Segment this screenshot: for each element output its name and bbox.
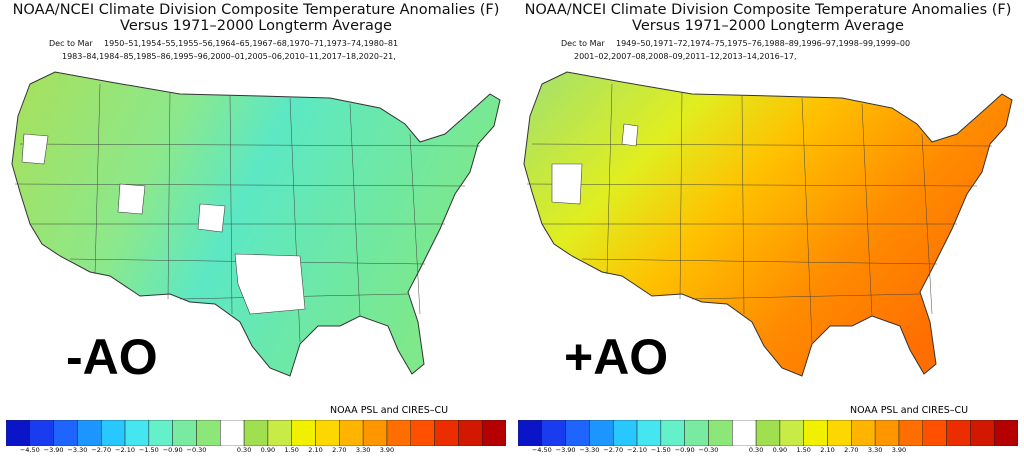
color-swatch bbox=[386, 420, 412, 446]
color-swatch bbox=[518, 420, 543, 446]
color-scale-bar bbox=[518, 420, 1018, 446]
color-swatch bbox=[267, 420, 292, 446]
color-swatch bbox=[708, 420, 733, 446]
color-swatch bbox=[541, 420, 566, 446]
map-subtitle: Versus 1971–2000 Longterm Average bbox=[632, 18, 904, 34]
map-title: NOAA/NCEI Climate Division Composite Tem… bbox=[12, 2, 500, 18]
color-swatch bbox=[291, 420, 316, 446]
color-swatch bbox=[851, 420, 876, 446]
years-line-1: 1949–50,1971–72,1974–75,1975–76,1988–89,… bbox=[616, 39, 911, 48]
tick-label: 0.30 bbox=[748, 446, 764, 454]
color-swatch bbox=[100, 420, 126, 446]
tick-label: 0.90 bbox=[772, 446, 788, 454]
color-swatch bbox=[362, 420, 388, 446]
tick-label: −2.70 bbox=[91, 446, 112, 454]
tick-label: −0.90 bbox=[674, 446, 695, 454]
color-scale-ticks: −4.50 −3.90 −3.30 −2.70 −2.10 −1.50 −0.90 −0.30… bbox=[0, 446, 512, 458]
color-swatch bbox=[732, 420, 757, 446]
color-swatch bbox=[946, 420, 971, 446]
panel-positive-ao: NOAA/NCEI Climate Division Composite Tem… bbox=[512, 0, 1024, 459]
color-swatch bbox=[684, 420, 709, 446]
color-scale-ticks: −4.50 −3.90 −3.30 −2.70 −2.10 −1.50 −0.90 −0.30… bbox=[512, 446, 1024, 458]
color-swatch bbox=[565, 420, 590, 446]
tick-label: −2.10 bbox=[627, 446, 648, 454]
tick-label: 2.70 bbox=[844, 446, 859, 454]
color-swatch bbox=[612, 420, 638, 446]
us-anomaly-map bbox=[11, 71, 501, 377]
color-swatch bbox=[148, 420, 173, 446]
color-swatch bbox=[993, 420, 1018, 446]
color-swatch bbox=[898, 420, 924, 446]
color-swatch bbox=[339, 420, 364, 446]
map-title: NOAA/NCEI Climate Division Composite Tem… bbox=[524, 2, 1012, 18]
color-swatch bbox=[172, 420, 197, 446]
tick-label: 0.30 bbox=[236, 446, 252, 454]
season-label: Dec to Mar bbox=[561, 39, 605, 48]
color-swatch bbox=[779, 420, 804, 446]
tick-label: 2.70 bbox=[332, 446, 347, 454]
color-swatch bbox=[29, 420, 54, 446]
years-line-2: 1983–84,1984–85,1985–86,1995–96,2000–01,… bbox=[62, 52, 396, 61]
tick-label: 2.10 bbox=[308, 446, 323, 454]
tick-label: −0.30 bbox=[698, 446, 719, 454]
ao-phase-label: -AO bbox=[66, 329, 158, 385]
tick-label: 3.30 bbox=[867, 446, 883, 454]
color-swatch bbox=[53, 420, 78, 446]
map-subtitle: Versus 1971–2000 Longterm Average bbox=[120, 18, 392, 34]
color-swatch bbox=[434, 420, 459, 446]
color-swatch bbox=[589, 420, 614, 446]
tick-label: 1.50 bbox=[284, 446, 299, 454]
ao-phase-label: +AO bbox=[564, 329, 669, 385]
tick-label: 0.90 bbox=[260, 446, 276, 454]
season-label: Dec to Mar bbox=[49, 39, 93, 48]
panel-negative-ao: NOAA/NCEI Climate Division Composite Tem… bbox=[0, 2, 512, 458]
tick-label: −3.90 bbox=[43, 446, 64, 454]
color-swatch bbox=[922, 420, 947, 446]
tick-label: −0.30 bbox=[186, 446, 207, 454]
us-anomaly-map bbox=[523, 71, 1013, 377]
color-swatch bbox=[243, 420, 269, 446]
years-line-2: 2001–02,2007–08,2008–09,2011–12,2013–14,… bbox=[574, 52, 797, 61]
color-swatch bbox=[970, 420, 995, 446]
tick-label: −4.50 bbox=[531, 446, 552, 454]
tick-label: 3.90 bbox=[379, 446, 395, 454]
color-swatch bbox=[481, 420, 506, 446]
color-swatch bbox=[803, 420, 828, 446]
tick-label: −2.10 bbox=[115, 446, 136, 454]
color-swatch bbox=[410, 420, 435, 446]
color-swatch bbox=[315, 420, 340, 446]
tick-label: −1.50 bbox=[650, 446, 671, 454]
color-swatch bbox=[458, 420, 483, 446]
color-swatch bbox=[220, 420, 245, 446]
color-swatch bbox=[124, 420, 150, 446]
years-line-1: 1950–51,1954–55,1955–56,1964–65,1967–68,… bbox=[104, 39, 399, 48]
tick-label: −3.90 bbox=[555, 446, 576, 454]
tick-label: 1.50 bbox=[796, 446, 811, 454]
color-swatch bbox=[6, 420, 31, 446]
credit-text: NOAA PSL and CIRES–CU bbox=[330, 405, 449, 416]
color-swatch bbox=[827, 420, 852, 446]
tick-label: −3.30 bbox=[579, 446, 600, 454]
tick-label: −2.70 bbox=[603, 446, 624, 454]
tick-label: 3.90 bbox=[891, 446, 907, 454]
tick-label: −0.90 bbox=[162, 446, 183, 454]
tick-label: −3.30 bbox=[67, 446, 88, 454]
credit-text: NOAA PSL and CIRES–CU bbox=[850, 405, 969, 416]
color-swatch bbox=[196, 420, 221, 446]
color-swatch bbox=[636, 420, 662, 446]
color-scale-bar bbox=[6, 420, 506, 446]
tick-label: 2.10 bbox=[820, 446, 835, 454]
tick-label: −1.50 bbox=[138, 446, 159, 454]
color-swatch bbox=[755, 420, 781, 446]
tick-label: 3.30 bbox=[355, 446, 371, 454]
color-swatch bbox=[77, 420, 102, 446]
color-swatch bbox=[660, 420, 685, 446]
color-swatch bbox=[874, 420, 900, 446]
tick-label: −4.50 bbox=[19, 446, 40, 454]
